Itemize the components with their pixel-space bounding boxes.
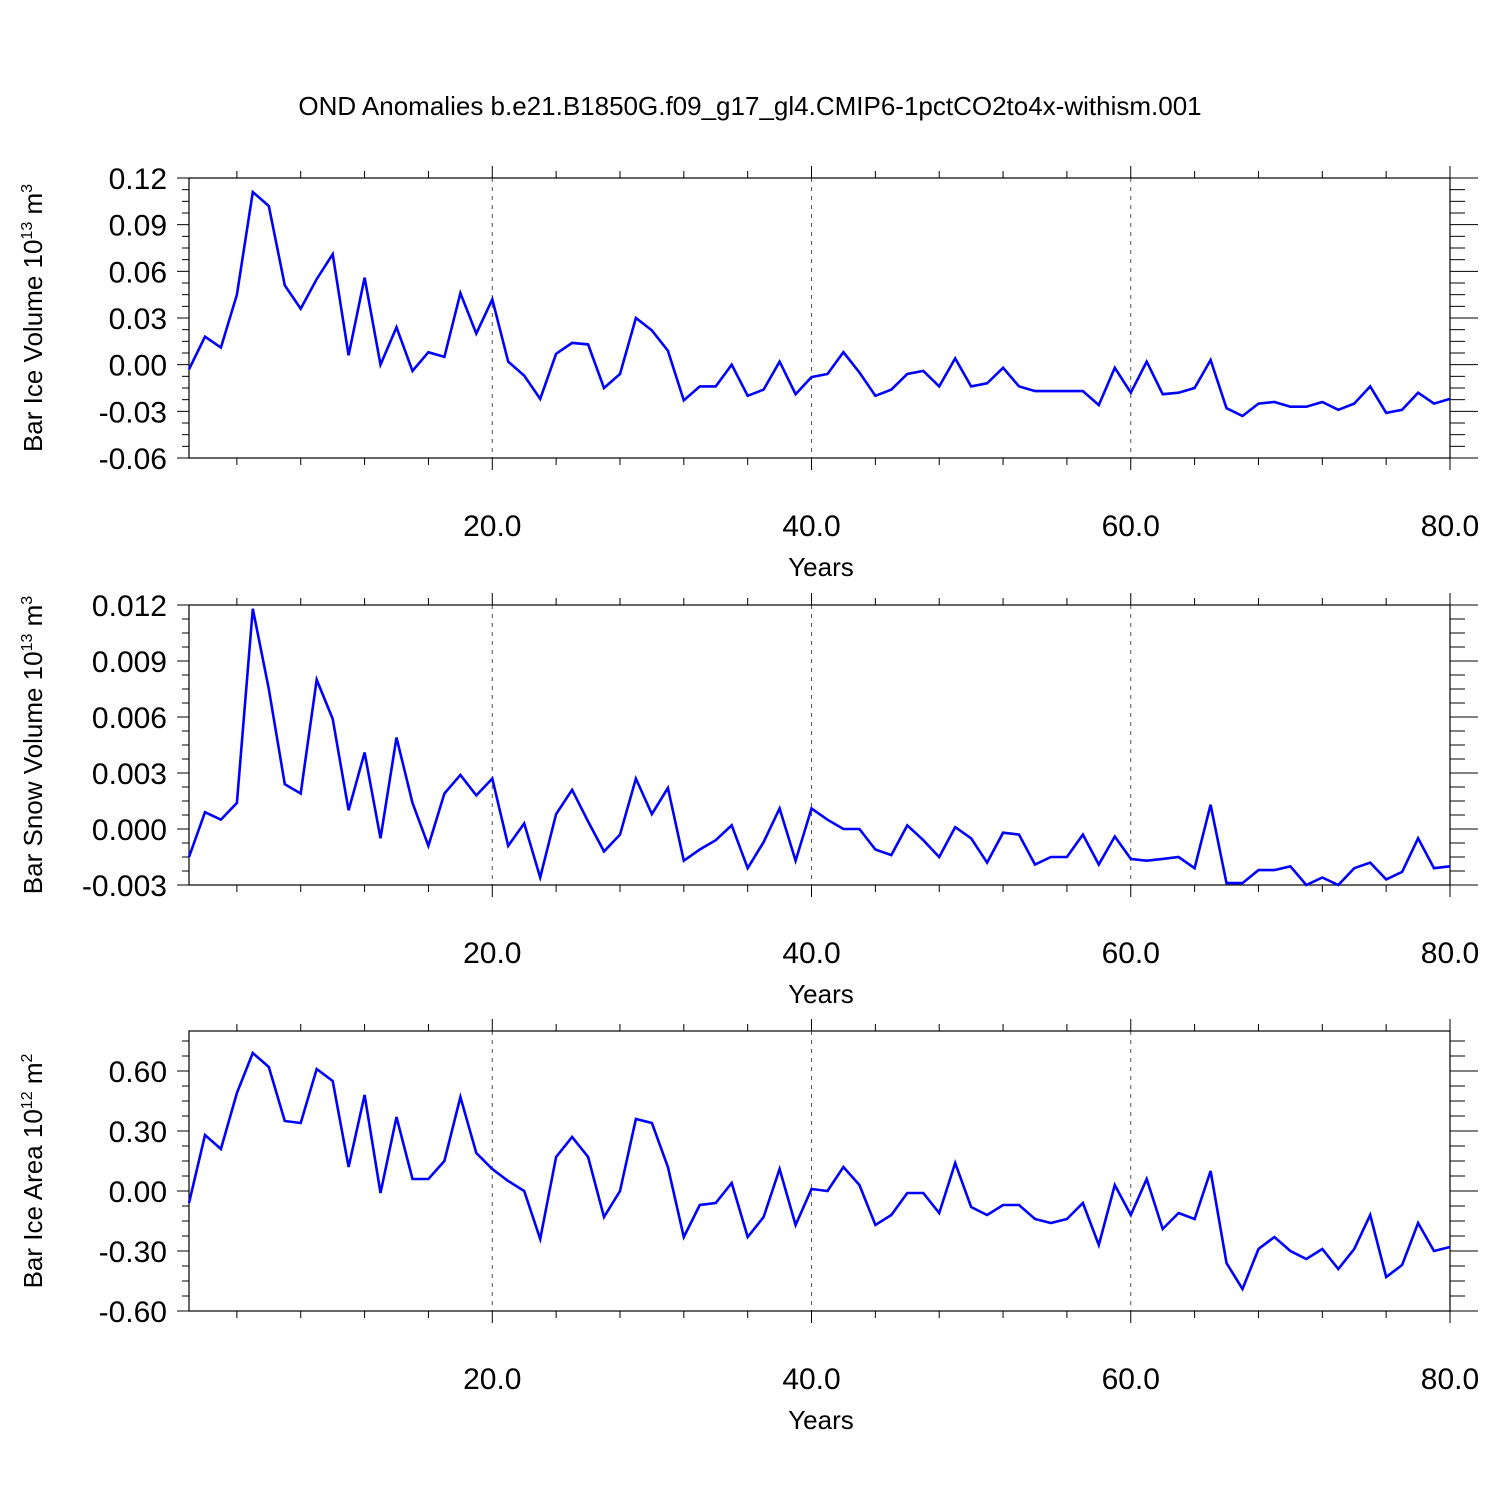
x-tick-label: 80.0 [1421,510,1479,543]
y-tick-label: 0.012 [92,590,167,623]
y-axis-title: Bar Ice Area 1012 m2 [18,1053,48,1288]
y-tick-label: -0.60 [99,1296,167,1329]
y-tick-label: 0.00 [109,350,167,383]
x-tick-label: 60.0 [1102,1363,1160,1396]
x-tick-label: 60.0 [1102,510,1160,543]
series-line [187,608,1451,887]
panel-3: 20.0 40.0 60.0 80.0 Years 0.60 0.30 0.00 -0.30 -0… [18,1019,1479,1435]
x-axis-title: Years [788,552,854,582]
plot-frame [188,177,1451,459]
y-tick-label: 0.000 [92,814,167,847]
panel-2: 20.0 40.0 60.0 80.0 Years 0.012 0.009 0.006 0.00… [18,590,1479,1009]
x-tick-label: 40.0 [782,1363,840,1396]
x-tick-label: 20.0 [463,937,521,970]
chart-title: OND Anomalies b.e21.B1850G.f09_g17_gl4.C… [298,91,1201,121]
panel-1: 20.0 40.0 60.0 80.0 Years 0.12 0.09 0.06 0.03 0.0… [18,163,1479,582]
y-axis-title: Bar Ice Volume 1013 m3 [18,184,48,452]
y-tick-label: -0.30 [99,1236,167,1269]
y-tick-label: 0.30 [109,1116,167,1149]
x-tick-label: 20.0 [463,510,521,543]
x-tick-label: 40.0 [782,937,840,970]
x-tick-label: 20.0 [463,1363,521,1396]
y-tick-label: 0.003 [92,758,167,791]
series-line [187,1050,1451,1292]
plot-frame [188,1030,1451,1312]
y-tick-label: 0.06 [109,256,167,289]
y-tick-label: 0.009 [92,646,167,679]
y-tick-label: -0.003 [82,870,167,903]
y-tick-label: 0.00 [109,1176,167,1209]
x-tick-label: 40.0 [782,510,840,543]
x-tick-label: 80.0 [1421,1363,1479,1396]
x-axis-title: Years [788,979,854,1009]
x-axis-title: Years [788,1405,854,1435]
y-tick-label: -0.03 [99,396,167,429]
plot-frame [188,604,1451,886]
series-line [187,189,1451,418]
y-tick-label: -0.06 [99,443,167,476]
y-axis-title: Bar Snow Volume 1013 m3 [18,596,48,895]
y-tick-label: 0.60 [109,1056,167,1089]
y-tick-label: 0.006 [92,702,167,735]
x-tick-label: 60.0 [1102,937,1160,970]
y-tick-label: 0.09 [109,210,167,243]
y-tick-label: 0.12 [109,163,167,196]
x-tick-label: 80.0 [1421,937,1479,970]
y-tick-label: 0.03 [109,303,167,336]
